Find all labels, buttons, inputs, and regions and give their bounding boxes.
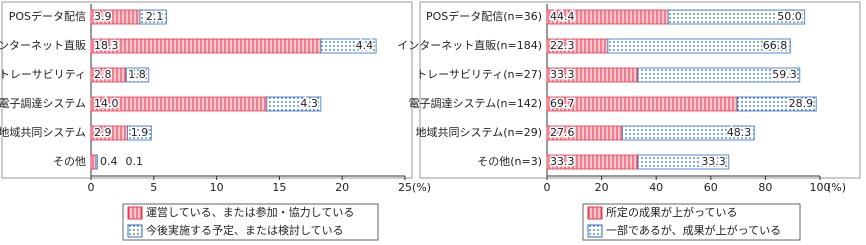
legend-swatch [587,206,603,220]
bar-segment [320,38,377,54]
x-tick-label: 25 [398,181,412,194]
category-label: POSデータ配信 [9,9,86,23]
bar-segment [139,9,167,25]
legend-swatch [587,224,603,238]
bar-segment [127,125,152,141]
bar-segment [95,154,98,170]
legend-label: 今後実施する予定、または検討している [146,223,344,237]
legend-swatch [127,206,143,220]
x-tick-label: 10 [210,181,224,194]
bar-segment [90,154,97,170]
bar-segment [667,9,806,25]
bar-segment [266,96,322,112]
value-label: 33.3 [550,155,575,168]
category-label: 地域共同システム [0,126,86,139]
bar-segment [546,96,738,112]
value-label: 14.0 [94,97,119,110]
legend-label: 運営している、または参加・協力している [146,205,354,219]
value-label: 2.1 [146,10,164,23]
bar-segment [125,67,150,83]
x-tick-label: 100 [810,181,831,194]
bar-segment [621,125,755,141]
x-unit: (%) [412,181,431,194]
value-label: 1.9 [131,126,149,139]
x-tick-label: 5 [150,181,157,194]
category-label: その他 [53,155,86,168]
legend-label: 一部であるが、成果が上がっている [606,223,781,237]
category-label: トレーサビリティ(n=27) [416,68,542,81]
category-label: トレーサビリティ [0,68,86,81]
value-label: 4.3 [300,97,318,110]
legend-box [122,203,379,241]
bar-segment [736,96,817,112]
value-label: 69.7 [550,97,575,110]
legend-swatch [127,224,143,238]
value-label: 48.3 [727,126,752,139]
value-label: 44.4 [550,10,575,23]
x-unit: (%) [827,181,846,194]
value-label: 59.3 [772,68,797,81]
value-label: 2.8 [94,68,112,81]
panel-frame [1,1,413,179]
value-label: 0.4 [100,155,118,168]
value-label: 50.0 [777,10,802,23]
x-tick-label: 40 [649,181,663,194]
bar-segment [607,38,791,54]
x-tick-label: 0 [88,181,95,194]
x-tick-label: 15 [272,181,286,194]
value-label: 33.3 [701,155,726,168]
panel-frame [419,1,861,179]
x-tick-label: 20 [595,181,609,194]
legend-box [582,203,801,241]
value-label: 27.6 [550,126,575,139]
bar-segment [90,38,322,54]
category-label: 電子調達システム [0,96,86,110]
value-label: 18.3 [94,39,119,52]
category-label: POSデータ配信(n=36) [426,9,542,23]
x-tick-label: 0 [544,181,551,194]
x-tick-label: 60 [704,181,718,194]
value-label: 4.4 [356,39,374,52]
category-label: インターネット直販(n=184) [397,38,542,52]
value-label: 2.9 [94,126,112,139]
category-label: 地域共同システム(n=29) [416,126,542,139]
category-label: インターネット直販 [0,38,86,52]
value-label: 66.8 [763,39,788,52]
x-tick-label: 80 [758,181,772,194]
bar-segment [637,67,801,83]
value-label: 3.9 [94,10,112,23]
legend-label: 所定の成果が上がっている [606,205,737,219]
value-label: 28.9 [789,97,814,110]
x-tick-label: 20 [335,181,349,194]
category-label: 電子調達システム(n=142) [409,96,542,110]
value-label: 0.1 [126,155,144,168]
value-label: 33.3 [550,68,575,81]
value-label: 22.3 [550,39,575,52]
category-label: その他(n=3) [477,155,542,168]
bar-segment [637,154,730,170]
value-label: 1.8 [128,68,146,81]
